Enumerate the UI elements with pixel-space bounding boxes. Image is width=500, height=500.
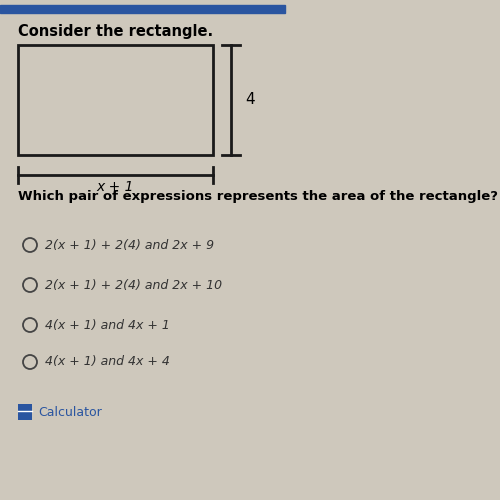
Bar [18,404,32,420]
Text: 4(x + 1) and 4x + 1: 4(x + 1) and 4x + 1 [45,318,170,332]
Text: Calculator: Calculator [38,406,102,418]
Text: x + 1: x + 1 [97,180,134,194]
Text: Consider the rectangle.: Consider the rectangle. [18,24,213,39]
Text: 2(x + 1) + 2(4) and 2x + 10: 2(x + 1) + 2(4) and 2x + 10 [45,278,222,291]
Text: Which pair of expressions represents the area of the rectangle?: Which pair of expressions represents the… [18,190,498,203]
Text: 4(x + 1) and 4x + 4: 4(x + 1) and 4x + 4 [45,356,170,368]
Bar [18,45,213,155]
Bar [0,5,285,13]
Text: 2(x + 1) + 2(4) and 2x + 9: 2(x + 1) + 2(4) and 2x + 9 [45,238,214,252]
Text: 4: 4 [245,92,254,108]
